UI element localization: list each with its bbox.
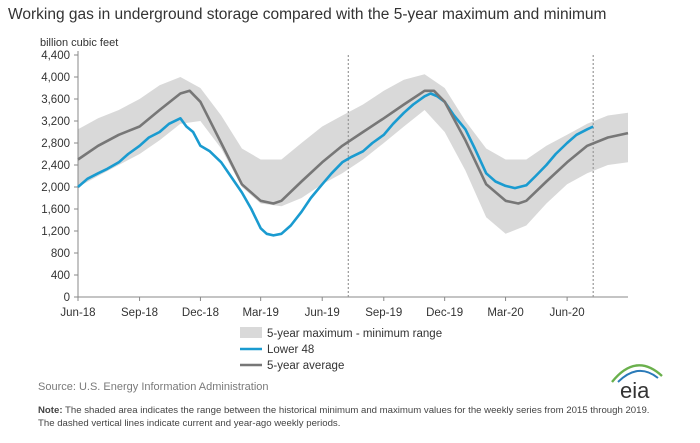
y-tick-label: 2,400	[41, 160, 70, 172]
chart-title: Working gas in underground storage compa…	[8, 6, 607, 23]
x-tick-label: Sep-18	[121, 307, 158, 319]
y-tick-label: 1,200	[41, 226, 70, 238]
x-tick-label: Dec-18	[182, 307, 219, 319]
y-tick-label: 4,400	[41, 50, 70, 62]
legend-swatch-range	[240, 327, 262, 338]
x-tick-label: Jun-18	[60, 307, 95, 319]
note-body: The shaded area indicates the range betw…	[38, 405, 650, 429]
x-tick-label: Jun-20	[550, 307, 585, 319]
y-tick-label: 1,600	[41, 204, 70, 216]
legend-label: 5-year average	[267, 360, 344, 372]
legend-label: 5-year maximum - minimum range	[267, 328, 442, 340]
y-axis-label: billion cubic feet	[40, 37, 118, 49]
y-tick-label: 400	[51, 270, 70, 282]
y-tick-label: 2,800	[41, 138, 70, 150]
eia-logo: eia	[611, 364, 663, 403]
y-tick-label: 3,200	[41, 116, 70, 128]
series-lower48-line	[77, 92, 594, 237]
eia-logo-text: eia	[620, 378, 650, 403]
range-band	[78, 74, 628, 234]
source-text: Source: U.S. Energy Information Administ…	[38, 381, 269, 393]
note-text: Note: The shaded area indicates the rang…	[38, 405, 668, 430]
legend-label: Lower 48	[267, 344, 314, 356]
y-tick-label: 4,000	[41, 72, 70, 84]
chart: billion cubic feet 0 400 800 1,200 1,600 2,000…	[40, 37, 629, 372]
series-5yr-average-line	[77, 89, 629, 205]
x-tick-label: Sep-19	[365, 307, 402, 319]
y-tick-label: 2,000	[41, 182, 70, 194]
y-tick-label: 3,600	[41, 94, 70, 106]
x-tick-label: Dec-19	[426, 307, 463, 319]
x-tick-label: Mar-19	[242, 307, 278, 319]
x-tick-label: Mar-20	[487, 307, 523, 319]
eia-logo-arc-outer	[611, 364, 663, 383]
y-tick-label: 0	[64, 292, 70, 304]
note-label: Note:	[38, 405, 63, 416]
y-tick-label: 800	[51, 248, 70, 260]
x-tick-label: Jun-19	[305, 307, 340, 319]
eia-logo-arc-inner	[617, 370, 659, 383]
